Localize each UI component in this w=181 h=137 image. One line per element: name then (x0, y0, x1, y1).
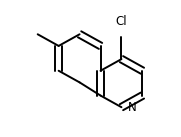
Text: Cl: Cl (116, 15, 127, 28)
Text: N: N (128, 102, 136, 115)
